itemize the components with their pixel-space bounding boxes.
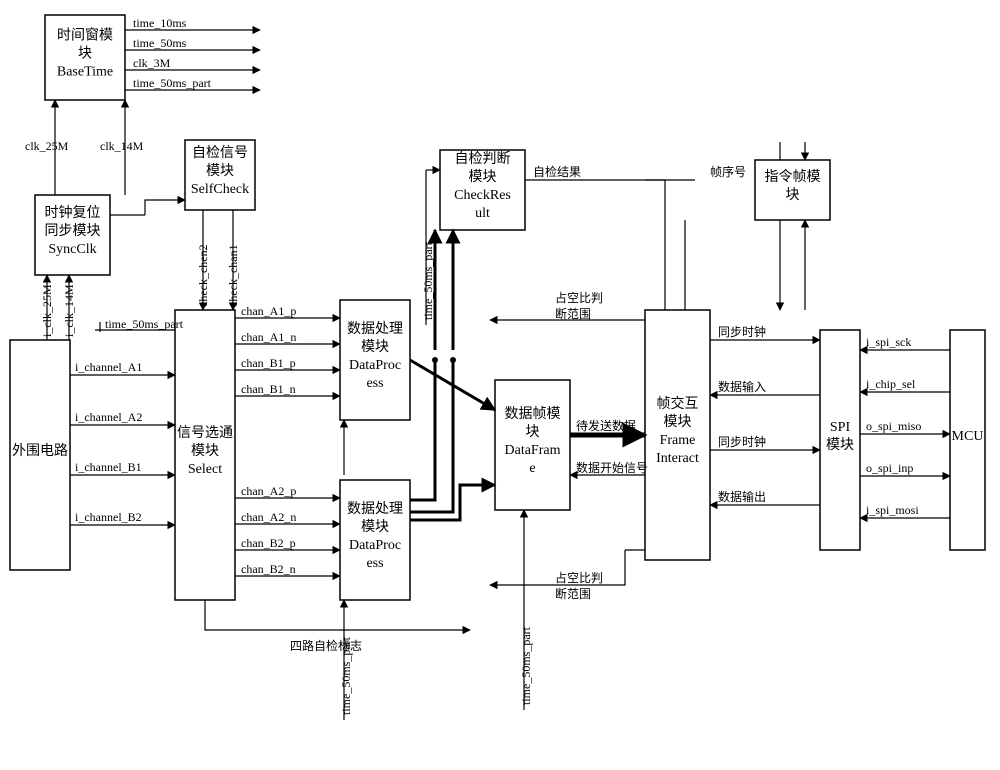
sig-chan_B1_n: chan_B1_n bbox=[241, 382, 296, 396]
sig-duty-u-1: 断范围 bbox=[555, 306, 591, 321]
module-basetime-label: BaseTime bbox=[57, 65, 113, 80]
sig-o_spi_inp: o_spi_inp bbox=[866, 461, 913, 475]
clk14-selfcheck bbox=[145, 200, 185, 215]
module-basetime-label: 时间窗模 bbox=[57, 27, 113, 44]
sig-spi-3: 数据输出 bbox=[718, 489, 766, 504]
module-dp2-label: 数据处理 bbox=[347, 501, 403, 517]
module-dp1-label: DataProc bbox=[349, 358, 401, 373]
sig-duty-l-0: 占空比判 bbox=[555, 570, 603, 585]
sig-check_chan1: check_chan1 bbox=[226, 244, 240, 307]
sig-i_clk_25M: i_clk_25M bbox=[40, 284, 54, 337]
module-dp1-label: 模块 bbox=[361, 339, 389, 355]
sig-senddata: 待发送数据 bbox=[576, 418, 636, 433]
module-spi-label: 模块 bbox=[826, 437, 854, 453]
module-dp2-label: 模块 bbox=[361, 519, 389, 535]
module-syncclk-label: 时钟复位 bbox=[45, 204, 101, 221]
module-checkres-label: ult bbox=[475, 206, 490, 221]
module-selfcheck-label: 模块 bbox=[206, 163, 234, 179]
sig-chan_B2_p: chan_B2_p bbox=[241, 536, 296, 550]
module-frameint-label: Interact bbox=[656, 451, 699, 466]
module-dataframe-label: 块 bbox=[526, 424, 540, 440]
module-dp1-label: ess bbox=[366, 376, 383, 391]
sig-o_spi_miso: o_spi_miso bbox=[866, 419, 921, 433]
sig-time_50ms_part: time_50ms_part bbox=[133, 76, 212, 90]
fourway bbox=[205, 600, 470, 630]
sig-i_channel_A2: i_channel_A2 bbox=[75, 410, 142, 424]
sig-cr-time: time_50ms_part bbox=[421, 241, 435, 320]
module-dp2-label: DataProc bbox=[349, 538, 401, 553]
module-select-label: 模块 bbox=[191, 443, 219, 459]
module-syncclk-label: SyncClk bbox=[48, 242, 96, 257]
sig-t50-df: time_50ms_part bbox=[519, 626, 533, 705]
module-checkres-label: CheckRes bbox=[454, 188, 511, 203]
module-selfcheck-label: 自检信号 bbox=[192, 145, 248, 161]
sig-i_spi_sck: i_spi_sck bbox=[866, 335, 911, 349]
sig-chan_A1_p: chan_A1_p bbox=[241, 304, 296, 318]
module-mcu-label: MCU bbox=[952, 429, 984, 444]
sig-check_chen2: check_chen2 bbox=[196, 244, 210, 307]
module-frameint-label: 模块 bbox=[664, 414, 692, 430]
sig-frameseq: 帧序号 bbox=[710, 164, 746, 179]
module-dataframe-label: 数据帧模 bbox=[505, 406, 561, 422]
sig-spi-1: 数据输入 bbox=[718, 379, 766, 394]
sig-startsig: 数据开始信号 bbox=[576, 460, 648, 475]
module-selfcheck-label: SelfCheck bbox=[191, 182, 249, 197]
sig-time_50ms: time_50ms bbox=[133, 36, 187, 50]
module-dp2-label: ess bbox=[366, 556, 383, 571]
module-select-label: 信号选通 bbox=[177, 425, 233, 441]
module-frameint-label: Frame bbox=[660, 433, 696, 448]
module-checkres-label: 模块 bbox=[469, 169, 497, 185]
sig-sel-time: time_50ms_part bbox=[105, 317, 184, 331]
sig-chan_B2_n: chan_B2_n bbox=[241, 562, 296, 576]
sig-i_channel_A1: i_channel_A1 bbox=[75, 360, 142, 374]
module-dp1-label: 数据处理 bbox=[347, 321, 403, 337]
module-periph-label: 外围电路 bbox=[12, 443, 68, 459]
sig-clk_25M: clk_25M bbox=[25, 139, 69, 153]
module-checkres-label: 自检判断 bbox=[455, 151, 511, 167]
sig-clk_14M: clk_14M bbox=[100, 139, 144, 153]
sig-duty-u-0: 占空比判 bbox=[555, 290, 603, 305]
junction bbox=[432, 357, 438, 363]
module-syncclk-label: 同步模块 bbox=[45, 223, 101, 239]
module-cmdframe-label: 指令帧模 bbox=[765, 169, 821, 185]
sig-i_channel_B1: i_channel_B1 bbox=[75, 460, 142, 474]
sig-checkres-out: 自检结果 bbox=[533, 164, 581, 179]
module-select-label: Select bbox=[188, 462, 222, 477]
sig-i_clk_14M: i_clk_14M bbox=[62, 284, 76, 337]
sig-time_10ms: time_10ms bbox=[133, 16, 187, 30]
sig-chan_A2_n: chan_A2_n bbox=[241, 510, 296, 524]
module-spi-label: SPI bbox=[830, 420, 851, 435]
module-dataframe-label: DataFram bbox=[505, 443, 561, 458]
sig-chan_A1_n: chan_A1_n bbox=[241, 330, 296, 344]
sig-chan_A2_p: chan_A2_p bbox=[241, 484, 296, 498]
sig-clk_3M: clk_3M bbox=[133, 56, 171, 70]
junction bbox=[450, 357, 456, 363]
sig-spi-0: 同步时钟 bbox=[718, 324, 766, 339]
module-dataframe-label: e bbox=[529, 461, 535, 476]
sig-i_channel_B2: i_channel_B2 bbox=[75, 510, 142, 524]
sig-i_chip_sel: i_chip_sel bbox=[866, 377, 916, 391]
sig-duty-l-1: 断范围 bbox=[555, 586, 591, 601]
connector bbox=[645, 180, 665, 310]
module-cmdframe-label: 块 bbox=[786, 187, 800, 203]
sig-i_spi_mosi: i_spi_mosi bbox=[866, 503, 919, 517]
sig-fourway: 四路自检标志 bbox=[290, 638, 362, 653]
module-basetime-label: 块 bbox=[78, 46, 92, 62]
dp2-up bbox=[410, 360, 435, 500]
sig-chan_B1_p: chan_B1_p bbox=[241, 356, 296, 370]
module-frameint-label: 帧交互 bbox=[657, 395, 699, 412]
sig-spi-2: 同步时钟 bbox=[718, 434, 766, 449]
